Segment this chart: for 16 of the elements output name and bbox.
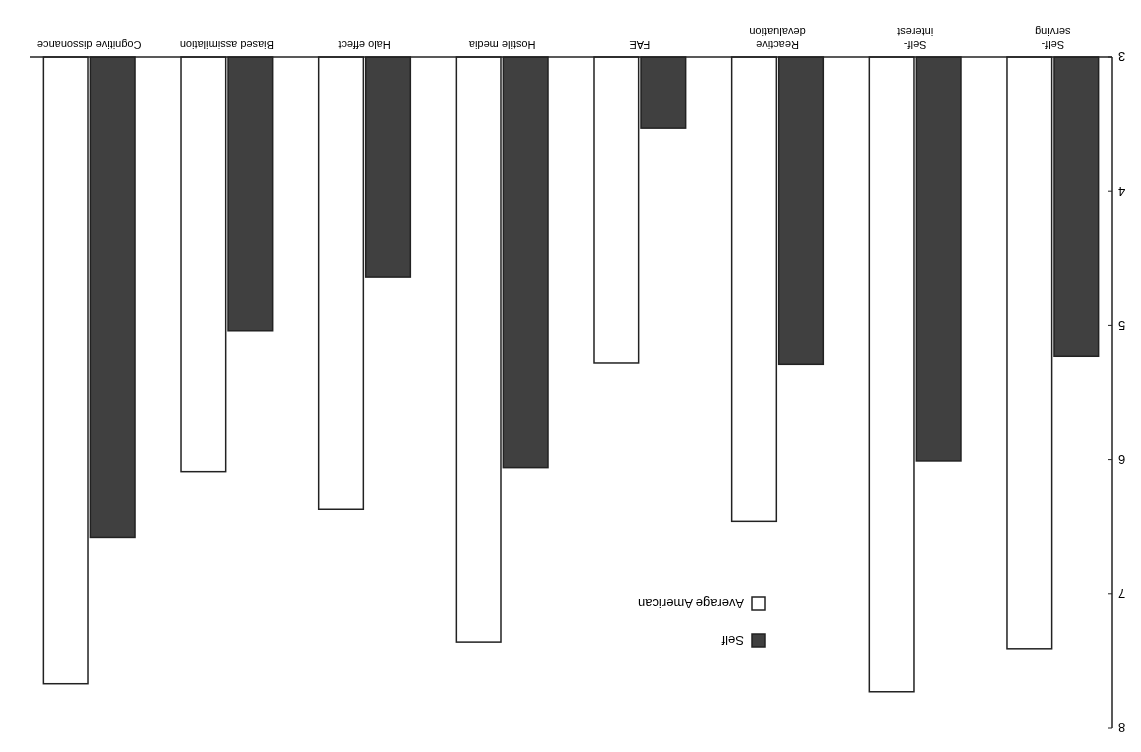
x-tick-label: Halo effect — [338, 39, 391, 51]
x-tick-label: Reactive devaluation — [749, 26, 806, 51]
y-tick-label: 6 — [1118, 452, 1126, 468]
x-tick-label: Cognitive dissonance — [36, 39, 142, 51]
y-tick-label: 3 — [1118, 49, 1126, 65]
y-tick-label: 8 — [1118, 720, 1126, 736]
legend-label: Self — [721, 633, 744, 648]
x-tick-label: Self- serving — [1035, 26, 1071, 51]
x-tick-label: Self- interest — [897, 26, 934, 51]
x-tick-label: Biased assimilation — [179, 39, 274, 51]
y-tick-label: 4 — [1118, 183, 1126, 199]
legend-label: Average American — [638, 596, 744, 611]
y-tick-label: 5 — [1118, 317, 1126, 333]
x-tick-label: FAE — [629, 39, 651, 51]
x-tick-label: Hostile media — [467, 39, 536, 51]
y-tick-label: 7 — [1118, 586, 1126, 602]
